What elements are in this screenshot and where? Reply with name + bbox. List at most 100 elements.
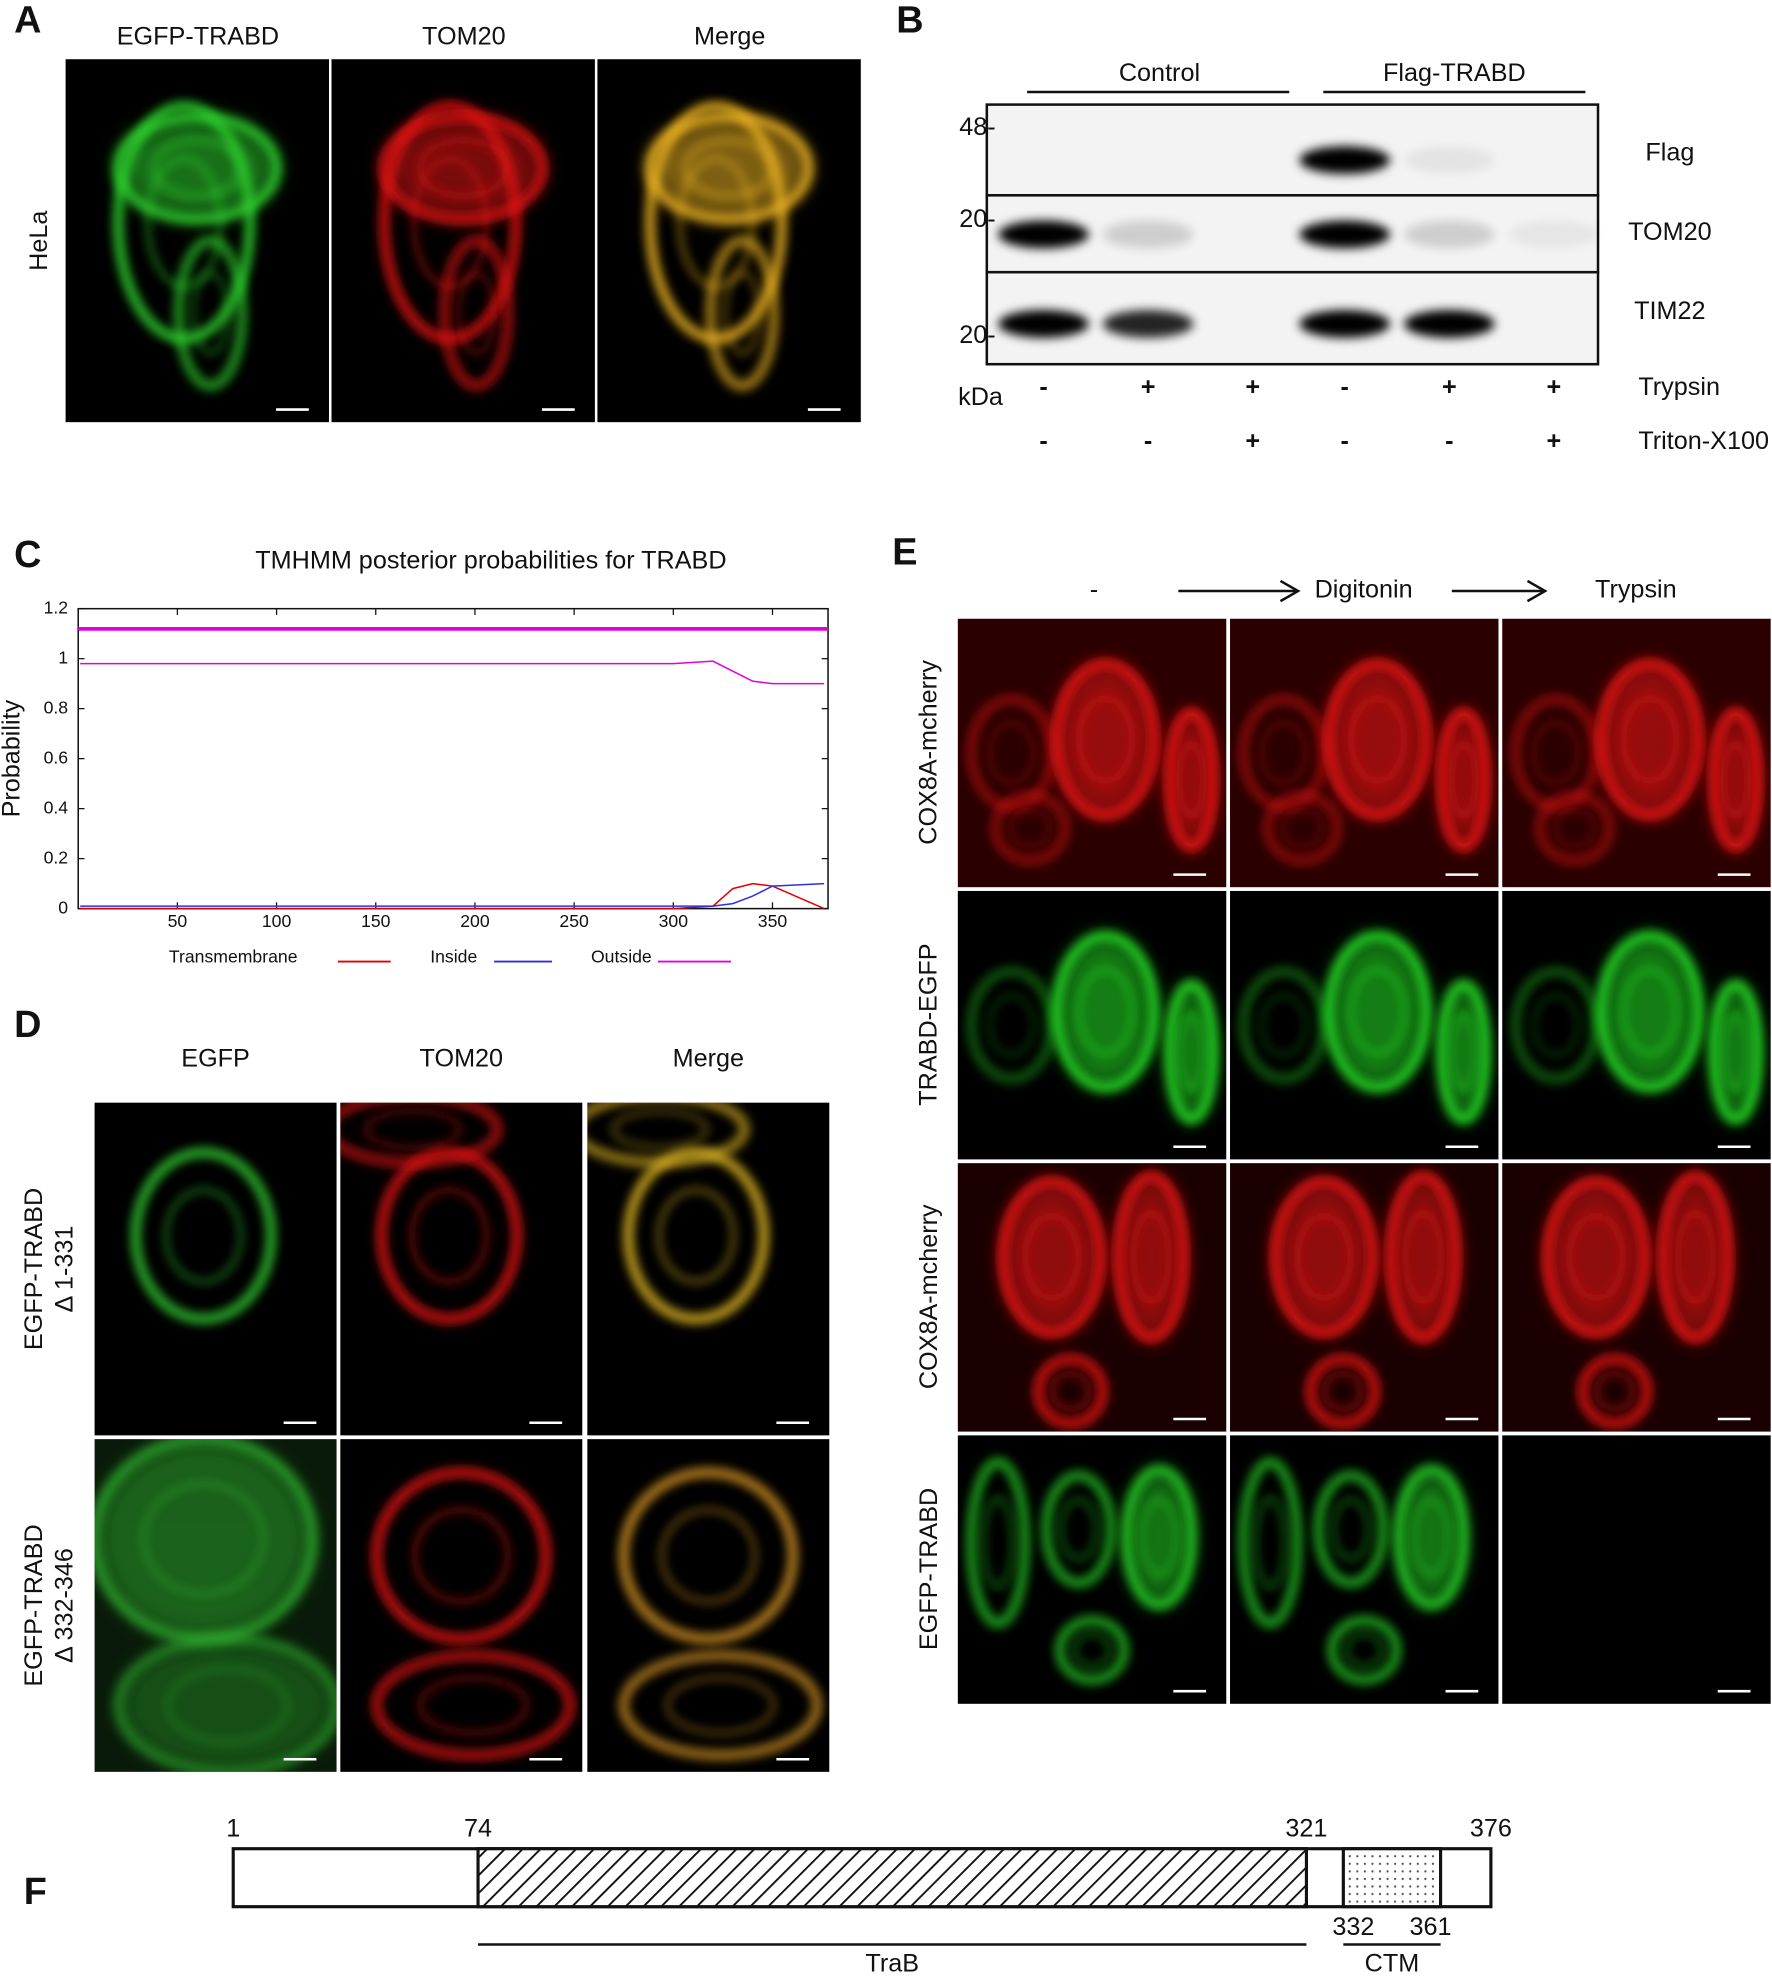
cell-signal <box>1324 659 1432 820</box>
cytoplasm <box>1547 1181 1645 1333</box>
cell-core <box>141 1482 266 1596</box>
row-label: EGFP-TRABD <box>915 1488 943 1650</box>
cells <box>998 1171 1189 1429</box>
cell-core <box>1295 1213 1353 1301</box>
band <box>1403 220 1495 249</box>
cell-core <box>1595 1371 1635 1411</box>
micrograph <box>340 1439 583 1772</box>
cell-core <box>1059 1497 1099 1561</box>
position-label: 321 <box>1285 1814 1327 1842</box>
band <box>1102 310 1194 338</box>
cell-core <box>457 271 496 356</box>
cytoplasm <box>1442 712 1486 847</box>
position-label: 1 <box>226 1814 240 1842</box>
cell-core <box>164 1188 243 1284</box>
cell-core <box>151 138 243 198</box>
cells <box>94 1439 337 1772</box>
cell-signal <box>1041 1470 1116 1589</box>
cytoplasm <box>1601 664 1699 815</box>
position-label: 74 <box>464 1814 492 1842</box>
band <box>1102 220 1194 249</box>
cell-core <box>1177 1013 1206 1091</box>
cell-core <box>1077 696 1134 783</box>
step-label: - <box>1090 576 1098 604</box>
cell-signal <box>113 1633 337 1772</box>
mw-marker: 20- <box>959 205 995 233</box>
cell-signal <box>1121 1465 1197 1610</box>
micrograph <box>597 59 861 423</box>
ctm-domain <box>1341 1847 1443 1909</box>
cytoplasm <box>118 1638 337 1772</box>
arrow-head <box>1279 579 1301 603</box>
micrograph <box>587 1439 830 1772</box>
cell-core <box>364 1109 462 1150</box>
cell-signal <box>990 790 1071 866</box>
cytoplasm <box>1126 1470 1192 1605</box>
cells <box>1238 1457 1469 1685</box>
cells <box>113 101 282 391</box>
cells <box>618 1467 823 1761</box>
micrograph <box>94 1439 337 1772</box>
column-title: EGFP <box>181 1044 250 1072</box>
cytoplasm <box>384 117 543 219</box>
y-axis-label: Probability <box>0 699 25 817</box>
cell-core <box>1411 1498 1451 1577</box>
cell-core <box>611 1109 709 1150</box>
cell-signal <box>1534 790 1615 866</box>
cell-signal <box>1033 1354 1108 1429</box>
cytoplasm <box>1391 1176 1456 1338</box>
position-label: 376 <box>1470 1814 1512 1842</box>
cell-signal <box>966 966 1057 1084</box>
micrograph <box>340 1102 583 1436</box>
cell-signal <box>1437 707 1491 852</box>
cytoplasm <box>1714 984 1758 1120</box>
cell-signal <box>1305 1354 1381 1429</box>
cell-core <box>1139 1498 1179 1577</box>
x-tick-label: 150 <box>361 911 391 931</box>
cell-signal <box>1709 707 1763 852</box>
cells <box>379 101 548 391</box>
cytoplasm <box>118 117 277 219</box>
row-label: COX8A-mcherry <box>915 1204 943 1389</box>
cells <box>1270 1171 1461 1429</box>
treatment-label: Triton-X100 <box>1638 427 1769 455</box>
y-tick-label: 0.4 <box>44 797 69 817</box>
arrow-head <box>1526 579 1548 603</box>
cell-core <box>1722 1013 1750 1091</box>
y-tick-label: 1.2 <box>44 597 69 617</box>
band <box>1299 146 1391 174</box>
sign: - <box>1341 373 1349 401</box>
micrograph <box>94 1102 337 1436</box>
cytoplasm <box>94 1439 313 1639</box>
sign: - <box>1341 427 1349 455</box>
cells <box>130 1147 277 1324</box>
cell-core <box>1323 1371 1363 1411</box>
cell-signal <box>1324 931 1432 1092</box>
sign: + <box>1547 427 1562 455</box>
y-tick-label: 0.2 <box>44 847 69 867</box>
cell-signal <box>1542 1176 1650 1338</box>
plot-frame <box>77 607 829 910</box>
mw-marker: 20- <box>959 321 995 349</box>
legend-label: Transmembrane <box>169 946 298 966</box>
cells <box>1238 931 1491 1125</box>
panel-label: C <box>14 534 41 576</box>
cell-signal <box>1164 979 1218 1125</box>
domain-label: CTM <box>1365 1949 1420 1976</box>
micrograph <box>1502 890 1771 1160</box>
cell-signal <box>439 235 514 391</box>
group-label: Control <box>1119 59 1200 87</box>
position-label: 361 <box>1409 1913 1451 1941</box>
cell-core <box>1531 721 1580 785</box>
band <box>1403 310 1495 338</box>
cell-core <box>1621 696 1679 783</box>
cell-core <box>987 993 1036 1057</box>
position-label: 332 <box>1332 1913 1374 1941</box>
cells <box>966 659 1218 866</box>
legend-label: Outside <box>591 946 652 966</box>
column-title: TOM20 <box>422 22 506 50</box>
cytoplasm <box>1275 1181 1373 1333</box>
sign: + <box>1547 373 1562 401</box>
cytoplasm <box>1169 984 1213 1120</box>
